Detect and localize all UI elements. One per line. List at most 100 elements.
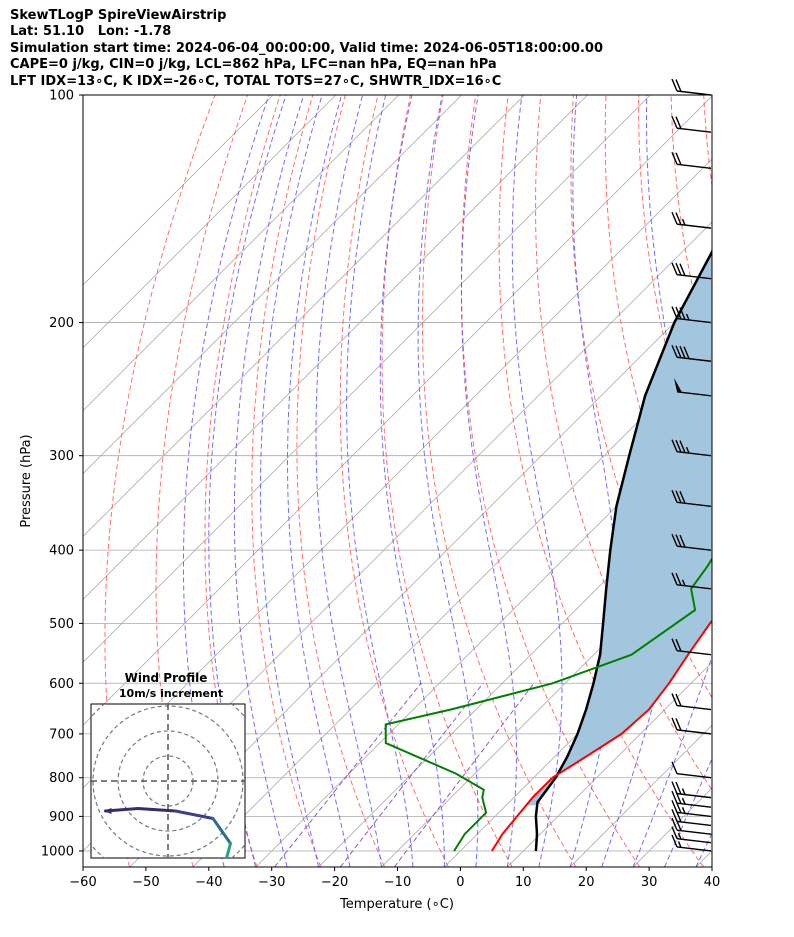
x-axis-label: Temperature (∘C) [339,897,454,912]
mixing-ratio-line [339,682,484,867]
wind-barb [671,211,712,229]
isotherm-line [759,95,794,867]
y-tick-label: 800 [49,771,74,786]
moist-adiabat [511,95,563,867]
wind-barb [671,490,712,508]
isotherm-line [83,95,651,663]
x-tick-label: −20 [321,875,348,890]
x-tick-label: 20 [578,875,595,890]
dry-adiabat [381,95,513,867]
wind-barb [671,826,712,844]
y-tick-label: 1000 [41,844,74,859]
y-tick-label: 500 [49,617,74,632]
dry-adiabat [251,95,322,867]
isotherm-line [83,95,525,538]
wind-barb [671,306,712,324]
isotherm-line [569,724,712,867]
moist-adiabat [346,95,414,867]
background-lines [83,95,794,867]
x-tick-label: 40 [704,875,721,890]
x-tick-label: 0 [456,875,464,890]
dry-adiabat [703,95,712,190]
moist-adiabat [632,654,712,867]
moist-adiabat [233,95,305,867]
cin-shading [526,251,712,806]
temperature-profile-line [491,619,712,852]
wind-barb [671,115,712,133]
dry-adiabat [421,95,577,867]
wind-barb [671,151,712,169]
isotherm-line [255,410,712,867]
wind-profile-inset: Wind Profile 10m/s increment [90,671,246,859]
x-tick-label: 30 [641,875,658,890]
moist-adiabat [183,95,270,867]
wind-barb [671,817,712,835]
inset-title: Wind Profile [125,671,208,685]
inset-subtitle: 10m/s increment [119,687,223,700]
location-line: Lat: 51.10 Lon: -1.78 [10,24,172,40]
x-tick-label: −60 [69,875,96,890]
dry-adiabat [736,95,794,867]
hodograph-segment [211,817,232,845]
y-tick-label: 100 [49,89,74,104]
isotherm-line [83,95,712,726]
y-tick-label: 700 [49,727,74,742]
wind-barbs [671,78,712,852]
moist-adiabat [379,95,445,867]
moist-adiabat [417,95,479,867]
hodograph-segment [224,842,232,858]
wind-barb [671,761,712,779]
dewpoint-profile-line [384,557,712,852]
isotherm-line [381,535,712,867]
dry-adiabat [570,95,712,699]
wind-barb [671,638,712,656]
wind-barb [671,262,712,280]
indices-line-1: CAPE=0 j/kg, CIN=0 j/kg, LCL=862 hPa, LF… [10,57,497,73]
parcel-profile-line [534,249,712,852]
wind-barb [674,377,712,397]
wind-barb [671,717,712,735]
mixing-ratio-line [274,682,422,867]
y-tick-label: 900 [49,810,74,825]
isotherm-line [83,95,588,600]
isotherm-line [83,95,274,286]
chart-header: SkewTLogP SpireViewAirstrip Lat: 51.10 Lo… [10,8,603,90]
y-tick-label: 600 [49,677,74,692]
wind-barb [671,533,712,551]
x-tick-label: 10 [515,875,532,890]
wind-barb [671,439,712,457]
dry-adiabat [460,95,641,867]
x-tick-label: −10 [384,875,411,890]
data-profiles [384,249,712,852]
moist-adiabat [260,95,323,867]
axis-ticks: −60 −50 −40 −30 −20 −10 0 10 20 30 40 1000 900 800 700… [41,89,720,891]
y-tick-label: 300 [49,449,74,464]
wind-barb [671,693,712,711]
wind-barb [671,834,712,852]
isotherm-line [506,661,712,867]
isotherm-line [83,95,399,412]
moist-adiabat [315,95,382,867]
moist-adiabat [601,95,684,867]
dry-adiabat [604,95,712,601]
indices-line-2: LFT IDX=13∘C, K IDX=-26∘C, TOTAL TOTS=27… [10,73,502,89]
x-tick-label: −40 [195,875,222,890]
moist-adiabat [208,95,287,867]
wind-barb [671,781,712,799]
y-axis-label: Pressure (hPa) [19,434,34,527]
hodograph-arrowhead [103,808,112,814]
moist-adiabat [461,95,517,867]
isotherm-line [129,284,712,867]
hodograph-segment [174,809,215,820]
wind-barb [671,78,712,96]
hodograph-ring [117,730,219,832]
isotherm-line [83,95,462,475]
y-tick-label: 200 [49,316,74,331]
x-tick-label: −50 [132,875,159,890]
dry-adiabat [339,95,449,867]
wind-barb [671,344,712,362]
mixing-ratio-line [393,682,535,867]
time-line: Simulation start time: 2024-06-04_00:00:… [10,40,603,56]
isotherm-line [83,95,337,349]
